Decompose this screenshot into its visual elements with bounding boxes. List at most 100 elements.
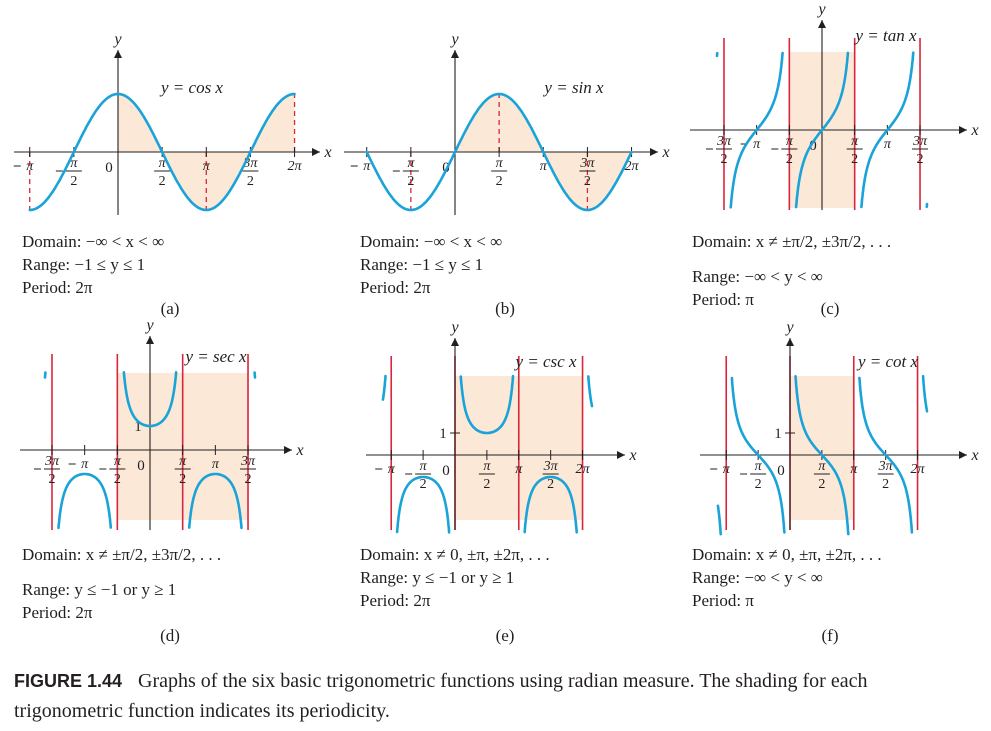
- domain-text: Domain: x ≠ ±π/2, ±3π/2, . . .: [692, 232, 892, 251]
- x-axis-label: x: [970, 122, 978, 139]
- tick-label: 3π2: [240, 454, 257, 487]
- function-label: y = tan x: [853, 26, 916, 45]
- tick-label: π: [515, 462, 523, 477]
- x-axis-label: x: [661, 144, 669, 161]
- panel-d-letter: (d): [160, 626, 180, 645]
- tick-label-denominator: 2: [547, 477, 554, 492]
- y-axis-label: y: [112, 31, 122, 48]
- tick-label-denominator: 2: [407, 174, 414, 189]
- panel-d-info: Domain: x ≠ ±π/2, ±3π/2, . . . Range: y …: [22, 543, 221, 624]
- range-text: Range: y ≤ −1 or y ≥ 1: [360, 568, 515, 587]
- y-axis-arrow: [146, 336, 154, 344]
- function-curve: [381, 374, 387, 401]
- period-text: Period: π: [692, 290, 754, 309]
- tick-label-denominator: 2: [48, 472, 55, 487]
- tick-label: π: [375, 462, 396, 477]
- period-text: Period: 2π: [22, 278, 93, 297]
- tick-label-text: π: [884, 137, 892, 152]
- domain-text: Domain: x ≠ 0, ±π, ±2π, . . .: [360, 545, 550, 564]
- panel-c-info: Domain: x ≠ ±π/2, ±3π/2, . . . Range: −∞…: [692, 230, 891, 311]
- tick-label-numerator: 3π: [912, 134, 928, 149]
- tick-label-numerator: π: [755, 459, 763, 474]
- tick-label: π: [68, 457, 89, 472]
- function-label: y = sec x: [183, 347, 246, 366]
- function-curve: [794, 51, 850, 209]
- tick-label-numerator: π: [483, 459, 491, 474]
- tick-label-numerator: π: [496, 156, 504, 171]
- range-text: Range: −∞ < y < ∞: [692, 568, 823, 587]
- tick-label: π2: [771, 134, 798, 167]
- x-axis-arrow: [312, 148, 320, 156]
- tick-label-denominator: 2: [245, 472, 252, 487]
- y-axis-arrow: [114, 50, 122, 58]
- period-text: Period: 2π: [360, 591, 431, 610]
- tick-label: π2: [491, 156, 508, 189]
- function-label: y = cot x: [856, 352, 919, 371]
- tick-label-denominator: 2: [159, 174, 166, 189]
- x-axis-arrow: [284, 446, 292, 454]
- tick-label: π: [13, 159, 34, 174]
- tick-label: π2: [478, 459, 495, 492]
- origin-label: 0: [809, 138, 817, 154]
- tick-label-numerator: π: [179, 454, 187, 469]
- tick-label-text: π: [203, 159, 211, 174]
- origin-label: 0: [105, 160, 113, 176]
- function-curve: [459, 374, 515, 435]
- tick-label: π2: [740, 459, 767, 492]
- x-axis-arrow: [617, 451, 625, 459]
- domain-text: Domain: x ≠ ±π/2, ±3π/2, . . .: [22, 545, 222, 564]
- origin-label: 0: [137, 458, 145, 474]
- function-label: y = cos x: [159, 78, 223, 97]
- tick-label-text: 2π: [625, 159, 640, 174]
- y-tick-label: 1: [439, 426, 447, 442]
- tick-label: π: [203, 159, 211, 174]
- y-axis-label: y: [144, 317, 154, 334]
- figure-number: FIGURE 1.44: [14, 671, 123, 691]
- tick-label-denominator: 2: [179, 472, 186, 487]
- tick-label-text: π: [81, 457, 89, 472]
- tick-label-numerator: π: [851, 134, 859, 149]
- figure-caption-text: Graphs of the six basic trigonometric fu…: [14, 670, 868, 722]
- function-curve: [794, 375, 850, 536]
- tick-label: π2: [55, 156, 82, 189]
- domain-text: Domain: −∞ < x < ∞: [360, 232, 503, 251]
- tick-label-denominator: 2: [483, 477, 490, 492]
- tick-label-denominator: 2: [720, 152, 727, 167]
- function-curve: [395, 475, 451, 534]
- function-curve: [716, 504, 722, 536]
- tick-label-denominator: 2: [851, 152, 858, 167]
- period-text: Period: π: [692, 591, 754, 610]
- tick-label: π: [850, 462, 858, 477]
- tick-label-text: 2π: [288, 159, 303, 174]
- x-axis-label: x: [970, 447, 978, 464]
- tick-label: π2: [99, 454, 126, 487]
- tick-label: 3π2: [543, 459, 559, 492]
- tick-label-numerator: π: [159, 156, 167, 171]
- x-axis-arrow: [650, 148, 658, 156]
- tick-label-numerator: 3π: [44, 454, 60, 469]
- tick-label: 3π2: [579, 156, 596, 189]
- x-axis-label: x: [323, 144, 331, 161]
- y-axis-arrow: [818, 20, 826, 28]
- function-curve: [523, 475, 578, 534]
- tick-label-denominator: 2: [247, 174, 254, 189]
- y-tick-label: 1: [134, 419, 142, 435]
- range-text: Range: −1 ≤ y ≤ 1: [22, 255, 146, 274]
- range-text: Range: −∞ < y < ∞: [692, 267, 823, 286]
- function-curve: [28, 92, 296, 212]
- function-curve: [365, 92, 633, 212]
- y-axis-arrow: [451, 50, 459, 58]
- tick-label-text: 2π: [576, 462, 591, 477]
- tick-label-text: π: [388, 462, 396, 477]
- tick-label-text: π: [850, 462, 858, 477]
- tick-label: π2: [154, 156, 171, 189]
- function-curve: [730, 376, 786, 534]
- tick-label-text: π: [363, 159, 371, 174]
- x-axis-arrow: [959, 451, 967, 459]
- panel-c-letter: (c): [820, 299, 840, 318]
